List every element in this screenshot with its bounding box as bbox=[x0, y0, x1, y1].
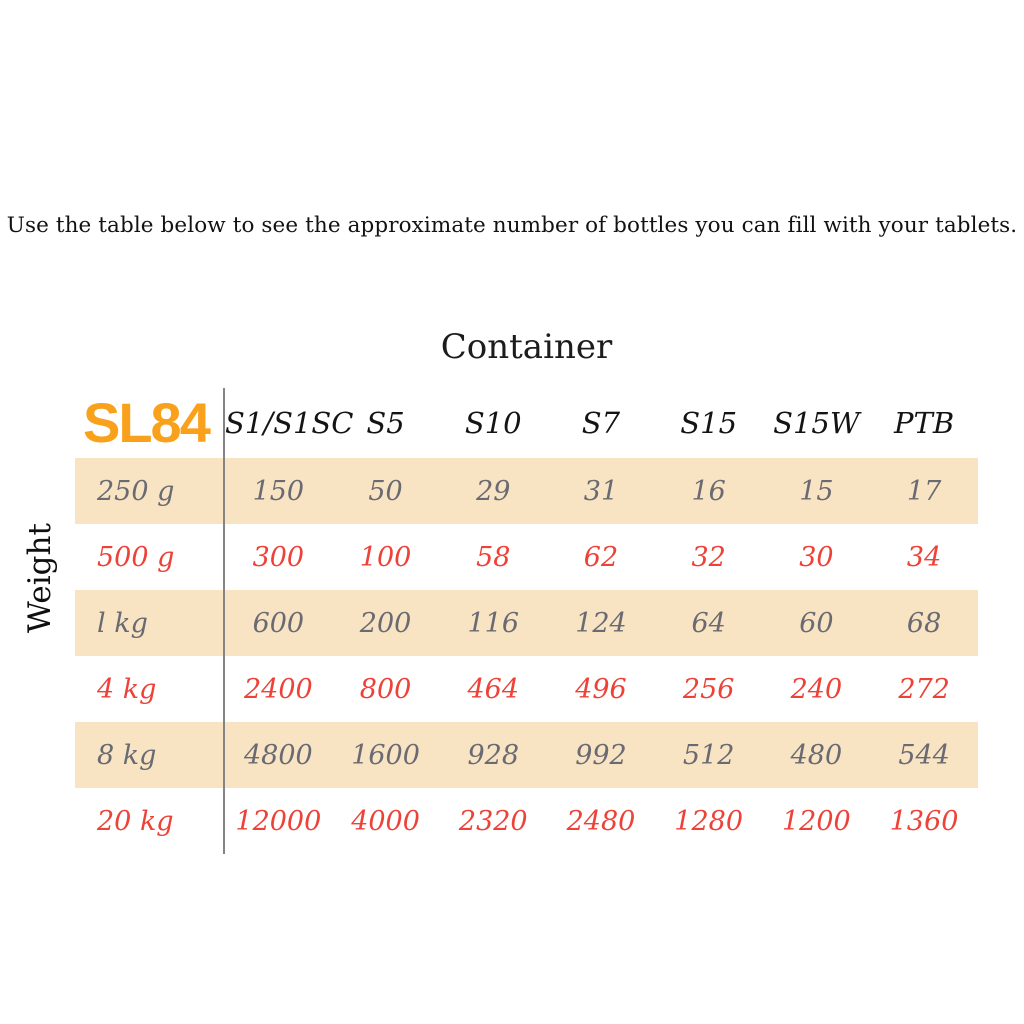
value-cell: 1280 bbox=[674, 805, 744, 837]
row-label: 250 g bbox=[75, 458, 225, 524]
value-cell: 240 bbox=[790, 673, 843, 705]
value-cell: 1600 bbox=[351, 739, 420, 771]
value-cell: 256 bbox=[682, 673, 735, 705]
intro-text: Use the table below to see the approxima… bbox=[6, 213, 1018, 238]
value-cell: 300 bbox=[252, 541, 305, 573]
row-label: 500 g bbox=[75, 524, 225, 590]
value-cell: 15 bbox=[799, 475, 834, 507]
value-cell: 512 bbox=[682, 739, 735, 771]
table-row-250g: 250 g 150 50 29 31 16 15 17 bbox=[75, 458, 978, 524]
value-cell: 124 bbox=[575, 607, 627, 639]
value-cell: 200 bbox=[359, 607, 412, 639]
value-cell: 4800 bbox=[243, 739, 313, 771]
column-header-s15: S15 bbox=[680, 406, 738, 440]
value-cell: 464 bbox=[467, 673, 520, 705]
value-cell: 2480 bbox=[566, 805, 636, 837]
table-row-20kg: 20 kg 12000 4000 2320 2480 1280 1200 136… bbox=[75, 788, 978, 854]
value-cell: 30 bbox=[799, 541, 834, 573]
value-cell: 272 bbox=[898, 673, 950, 705]
value-cell: 2320 bbox=[458, 805, 528, 837]
value-cell: 17 bbox=[906, 475, 942, 507]
value-cell: 16 bbox=[691, 475, 726, 507]
value-cell: 150 bbox=[252, 475, 305, 507]
value-cell: 58 bbox=[476, 541, 511, 573]
value-cell: 4000 bbox=[351, 805, 420, 837]
value-cell: 480 bbox=[790, 739, 843, 771]
row-label: l kg bbox=[75, 590, 225, 656]
value-cell: 1360 bbox=[889, 805, 959, 837]
row-label: 8 kg bbox=[75, 722, 225, 788]
value-cell: 64 bbox=[691, 607, 726, 639]
bottles-table: SL84 S1/S1SC S5 S10 S7 S15 S15W PTB 250 … bbox=[75, 388, 978, 854]
value-cell: 34 bbox=[906, 541, 942, 573]
value-cell: 600 bbox=[252, 607, 305, 639]
row-label: 20 kg bbox=[75, 788, 225, 854]
column-header-s15w: S15W bbox=[773, 406, 860, 440]
header-row: SL84 S1/S1SC S5 S10 S7 S15 S15W PTB bbox=[75, 388, 978, 458]
value-cell: 29 bbox=[476, 475, 511, 507]
value-cell: 12000 bbox=[235, 805, 322, 837]
product-name-label: SL84 bbox=[75, 388, 225, 458]
column-header-s10: S10 bbox=[464, 406, 522, 440]
value-cell: 2400 bbox=[243, 673, 313, 705]
column-header-s1s1sc: S1/S1SC bbox=[225, 406, 354, 440]
column-header-s7: S7 bbox=[581, 406, 621, 440]
value-cell: 68 bbox=[906, 607, 942, 639]
column-header-ptb: PTB bbox=[894, 406, 955, 440]
table-row-1kg: l kg 600 200 116 124 64 60 68 bbox=[75, 590, 978, 656]
table-row-4kg: 4 kg 2400 800 464 496 256 240 272 bbox=[75, 656, 978, 722]
table-row-8kg: 8 kg 4800 1600 928 992 512 480 544 bbox=[75, 722, 978, 788]
table-title: Container bbox=[440, 327, 613, 367]
value-cell: 496 bbox=[575, 673, 627, 705]
value-cell: 62 bbox=[583, 541, 619, 573]
table-row-500g: 500 g 300 100 58 62 32 30 34 bbox=[75, 524, 978, 590]
row-label: 4 kg bbox=[75, 656, 225, 722]
value-cell: 544 bbox=[898, 739, 950, 771]
value-cell: 800 bbox=[359, 673, 412, 705]
value-cell: 1200 bbox=[782, 805, 851, 837]
value-cell: 116 bbox=[467, 607, 520, 639]
column-header-s5: S5 bbox=[366, 406, 405, 440]
value-cell: 60 bbox=[799, 607, 834, 639]
value-cell: 100 bbox=[359, 541, 412, 573]
value-cell: 50 bbox=[368, 475, 403, 507]
value-cell: 992 bbox=[575, 739, 627, 771]
weight-axis-label: Weight bbox=[22, 523, 58, 633]
value-cell: 31 bbox=[583, 475, 619, 507]
value-cell: 32 bbox=[691, 541, 726, 573]
value-cell: 928 bbox=[467, 739, 520, 771]
